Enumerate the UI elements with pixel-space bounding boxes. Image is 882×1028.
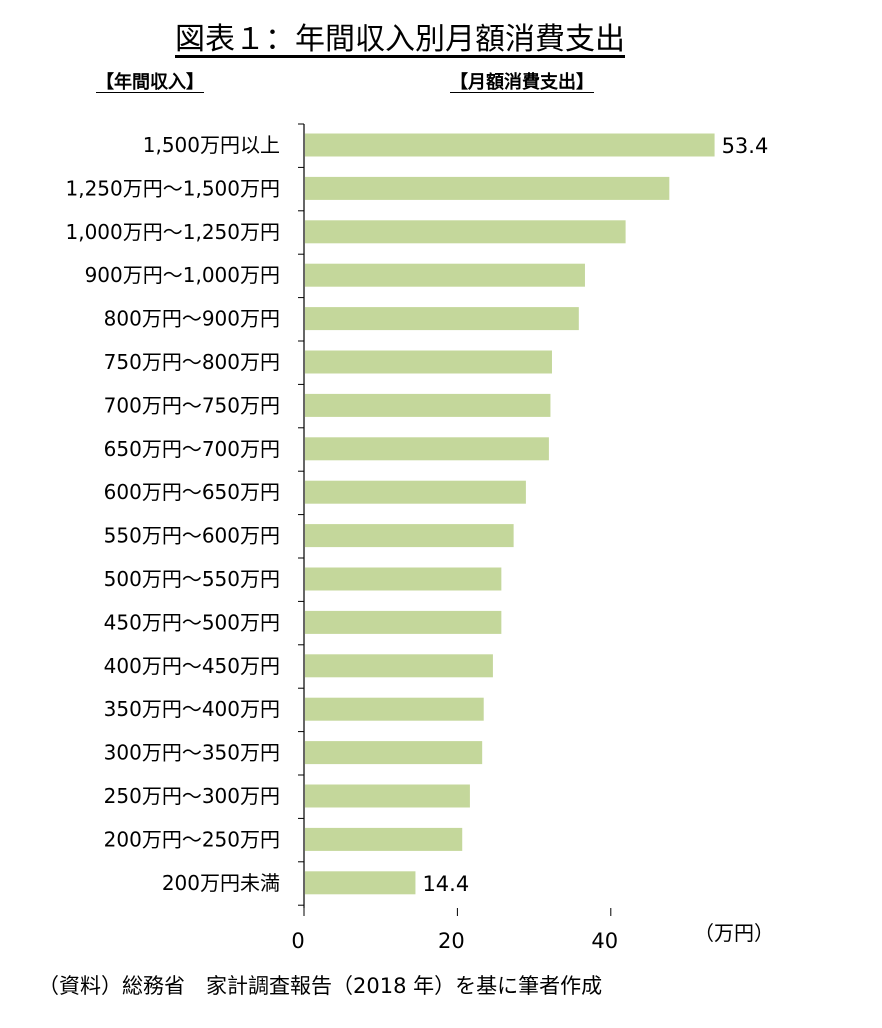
- bar: [305, 697, 484, 721]
- chart-title: 図表１：年間収入別月額消費支出: [175, 22, 625, 57]
- bar: [305, 176, 670, 200]
- bar: [305, 133, 715, 157]
- category-label: 250万円～300万円: [104, 784, 280, 808]
- category-label: 600万円～650万円: [104, 480, 280, 504]
- spending-column-header: 【月額消費支出】: [450, 72, 594, 93]
- bar: [305, 350, 552, 374]
- category-label: 200万円未満: [162, 871, 280, 895]
- bar: [305, 220, 626, 244]
- bars-layer: 53.4 14.4: [305, 133, 769, 896]
- bar: [305, 307, 579, 331]
- category-label: 550万円～600万円: [104, 524, 280, 548]
- x-tick-label: 20: [438, 929, 465, 953]
- bar: [305, 393, 551, 417]
- category-label: 750万円～800万円: [104, 350, 280, 374]
- category-label: 900万円～1,000万円: [85, 263, 280, 287]
- category-label: 200万円～250万円: [104, 827, 280, 851]
- income-column-header: 【年間収入】: [96, 72, 204, 93]
- bar: [305, 610, 502, 634]
- bar: [305, 480, 526, 504]
- category-label: 700万円～750万円: [104, 393, 280, 417]
- axis-layer: 0 20 40 （万円）: [291, 123, 774, 953]
- category-label: 1,000万円～1,250万円: [65, 220, 280, 244]
- data-label: 14.4: [422, 872, 469, 896]
- bar: [305, 524, 514, 548]
- bar: [305, 827, 463, 851]
- bar: [305, 567, 502, 591]
- category-label: 500万円～550万円: [104, 567, 280, 591]
- category-label: 650万円～700万円: [104, 437, 280, 461]
- data-label: 53.4: [722, 134, 769, 158]
- category-label: 1,500万円以上: [143, 133, 280, 157]
- bar: [305, 871, 416, 895]
- bar: [305, 263, 585, 287]
- bar: [305, 741, 483, 765]
- source-note: （資料）総務省 家計調査報告（2018 年）を基に筆者作成: [38, 974, 603, 998]
- x-axis-unit-label: （万円）: [694, 921, 774, 945]
- category-label: 400万円～450万円: [104, 654, 280, 678]
- x-tick-label: 0: [291, 929, 304, 953]
- x-tick-label: 40: [591, 929, 618, 953]
- bar: [305, 784, 470, 808]
- category-labels-layer: 1,500万円以上 1,250万円～1,500万円 1,000万円～1,250万円 9…: [65, 133, 280, 895]
- bar: [305, 437, 549, 461]
- category-label: 800万円～900万円: [104, 307, 280, 331]
- category-label: 1,250万円～1,500万円: [65, 176, 280, 200]
- bar: [305, 654, 493, 678]
- category-label: 450万円～500万円: [104, 610, 280, 634]
- category-label: 300万円～350万円: [104, 741, 280, 765]
- category-label: 350万円～400万円: [104, 697, 280, 721]
